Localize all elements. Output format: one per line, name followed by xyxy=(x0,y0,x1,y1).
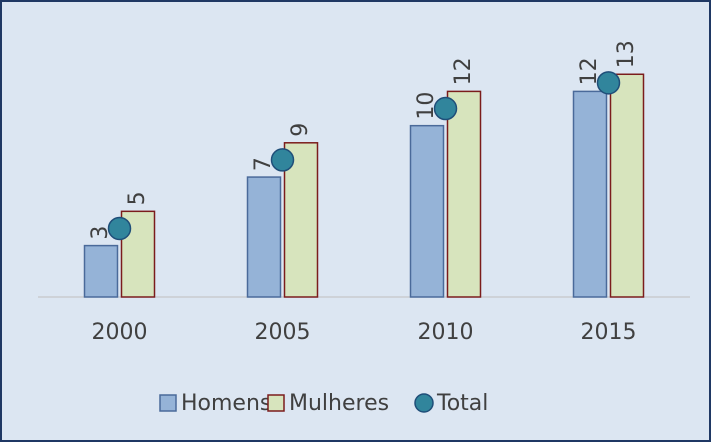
legend-label: Total xyxy=(436,391,488,416)
legend-label: Mulheres xyxy=(289,391,389,416)
data-label: 13 xyxy=(614,40,639,68)
bar xyxy=(572,90,608,298)
data-label: 12 xyxy=(451,57,476,85)
data-label: 5 xyxy=(125,191,150,205)
dot xyxy=(433,96,458,121)
dot xyxy=(107,216,132,241)
legend-swatch xyxy=(267,394,285,412)
legend-swatch xyxy=(414,393,434,413)
x-tick-label: 2010 xyxy=(418,320,474,345)
dot xyxy=(596,71,621,95)
bar xyxy=(609,73,645,298)
x-tick-label: 2015 xyxy=(581,320,637,345)
legend-swatch xyxy=(159,394,177,412)
bar xyxy=(246,176,282,298)
bar xyxy=(120,210,156,298)
bar xyxy=(446,90,482,298)
x-tick-label: 2000 xyxy=(92,320,148,345)
legend-label: Homens xyxy=(181,391,271,416)
data-label: 3 xyxy=(88,226,113,240)
data-label: 7 xyxy=(251,157,276,171)
bar xyxy=(83,244,119,298)
dot xyxy=(270,148,295,172)
data-label: 9 xyxy=(288,123,313,137)
bar xyxy=(409,124,445,298)
x-tick-label: 2005 xyxy=(255,320,311,345)
